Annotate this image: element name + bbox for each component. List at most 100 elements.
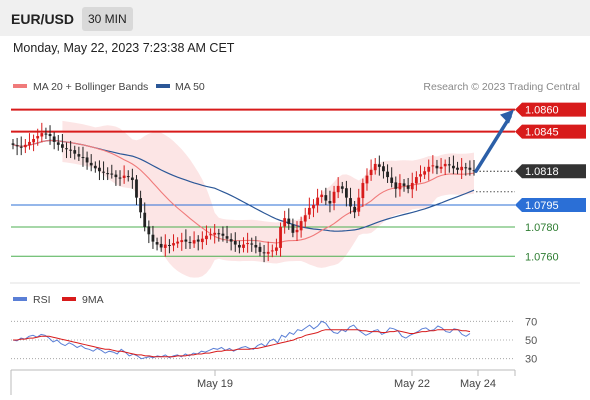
- candle-body: [143, 212, 147, 227]
- candle-body: [205, 235, 208, 240]
- candle-body: [349, 198, 352, 207]
- candle-body: [369, 169, 373, 176]
- candle-body: [32, 138, 35, 143]
- candle-body: [139, 198, 142, 213]
- candle-body: [19, 146, 23, 148]
- candle-body: [242, 244, 245, 248]
- candle-body: [406, 185, 410, 189]
- candle-body: [427, 166, 431, 172]
- candle-body: [365, 175, 369, 184]
- candle-body: [209, 234, 212, 236]
- credit-text: Research © 2023 Trading Central: [423, 81, 580, 93]
- candle-body: [419, 174, 422, 177]
- candle-body: [11, 143, 15, 145]
- current-price-tag: [515, 164, 586, 179]
- candle-body: [299, 221, 303, 231]
- candle-body: [332, 191, 336, 203]
- candle-body: [233, 241, 237, 245]
- candle-body: [398, 182, 402, 190]
- level-label-1.0760: 1.0760: [525, 251, 559, 263]
- candle-body: [303, 215, 307, 222]
- candle-body: [443, 163, 447, 167]
- legend-ma50-swatch: [156, 84, 170, 88]
- candle-body: [464, 167, 468, 169]
- x-tick-label: May 24: [460, 378, 496, 390]
- price-plot: 1.0860 1.0845 1.0795 1.0780 1.0760 1.0818: [11, 102, 586, 278]
- legend-ma20-label: MA 20 + Bollinger Bands: [33, 81, 148, 93]
- level-label-1.0845: 1.0845: [525, 127, 559, 139]
- candle-body: [159, 243, 163, 248]
- rsi-plot: 70 50 30: [11, 316, 537, 366]
- candle-body: [73, 150, 77, 154]
- x-axis: May 19 May 22 May 24: [197, 370, 496, 390]
- candle-body: [320, 194, 324, 198]
- candle-body: [390, 177, 394, 183]
- candle-body: [184, 239, 188, 242]
- candle-body: [65, 148, 68, 150]
- candle-body: [262, 252, 266, 254]
- legend-ma50-label: MA 50: [175, 81, 205, 93]
- candle-body: [114, 174, 118, 178]
- candle-body: [345, 188, 348, 198]
- candle-body: [357, 197, 361, 212]
- candle-body: [410, 182, 414, 190]
- candle-body: [283, 218, 287, 227]
- candle-body: [48, 133, 52, 137]
- candle-body: [316, 197, 319, 206]
- candle-body: [180, 240, 184, 243]
- candle-body: [328, 200, 332, 204]
- instrument-title: EUR/USD: [11, 11, 75, 27]
- candle-body: [431, 165, 435, 167]
- legend-rsi-swatch: [13, 297, 27, 301]
- candle-body: [200, 238, 204, 243]
- candle-body: [340, 186, 344, 189]
- candle-body: [221, 233, 225, 236]
- candle-body: [106, 173, 110, 175]
- candle-body: [382, 166, 385, 172]
- candle-body: [402, 183, 406, 186]
- candle-body: [312, 204, 315, 209]
- candle-body: [456, 167, 459, 170]
- candle-body: [213, 232, 217, 235]
- candle-body: [468, 167, 472, 170]
- rsi-tick-70: 70: [525, 316, 537, 328]
- candle-body: [188, 242, 192, 244]
- candle-body: [60, 144, 64, 148]
- candle-body: [279, 226, 282, 248]
- candle-body: [89, 162, 93, 166]
- rsi-tick-30: 30: [525, 354, 537, 366]
- candle-body: [275, 247, 278, 251]
- candle-body: [81, 157, 85, 159]
- timestamp-label: Monday, May 22, 2023 7:23:38 AM CET: [13, 41, 235, 55]
- candle-body: [102, 171, 105, 173]
- candle-body: [56, 142, 60, 145]
- candle-body: [447, 164, 451, 166]
- candle-body: [307, 207, 311, 215]
- level-label-1.0795: 1.0795: [525, 200, 559, 212]
- candle-body: [336, 185, 340, 193]
- candle-body: [394, 182, 398, 189]
- candle-body: [386, 171, 389, 178]
- header-bar: EUR/USD 30 MIN: [0, 0, 590, 36]
- candle-body: [266, 251, 270, 254]
- candle-body: [250, 243, 254, 245]
- candle-body: [147, 226, 151, 235]
- candle-body: [361, 182, 365, 199]
- candle-body: [246, 243, 250, 245]
- rsi-line: [12, 320, 471, 360]
- candle-body: [270, 250, 274, 252]
- projection-arrowhead: [500, 109, 514, 124]
- candle-body: [217, 233, 221, 235]
- candle-body: [291, 224, 295, 233]
- timeframe-button[interactable]: 30 MIN: [82, 7, 133, 31]
- level-tag-1.0860: [515, 102, 586, 117]
- legend-rsi-label: RSI: [33, 294, 51, 306]
- candle-body: [377, 164, 381, 167]
- candle-body: [77, 154, 81, 157]
- candle-body: [69, 149, 73, 151]
- candle-body: [229, 239, 233, 242]
- candle-body: [172, 243, 175, 246]
- candle-body: [151, 234, 155, 242]
- candle-body: [287, 218, 291, 225]
